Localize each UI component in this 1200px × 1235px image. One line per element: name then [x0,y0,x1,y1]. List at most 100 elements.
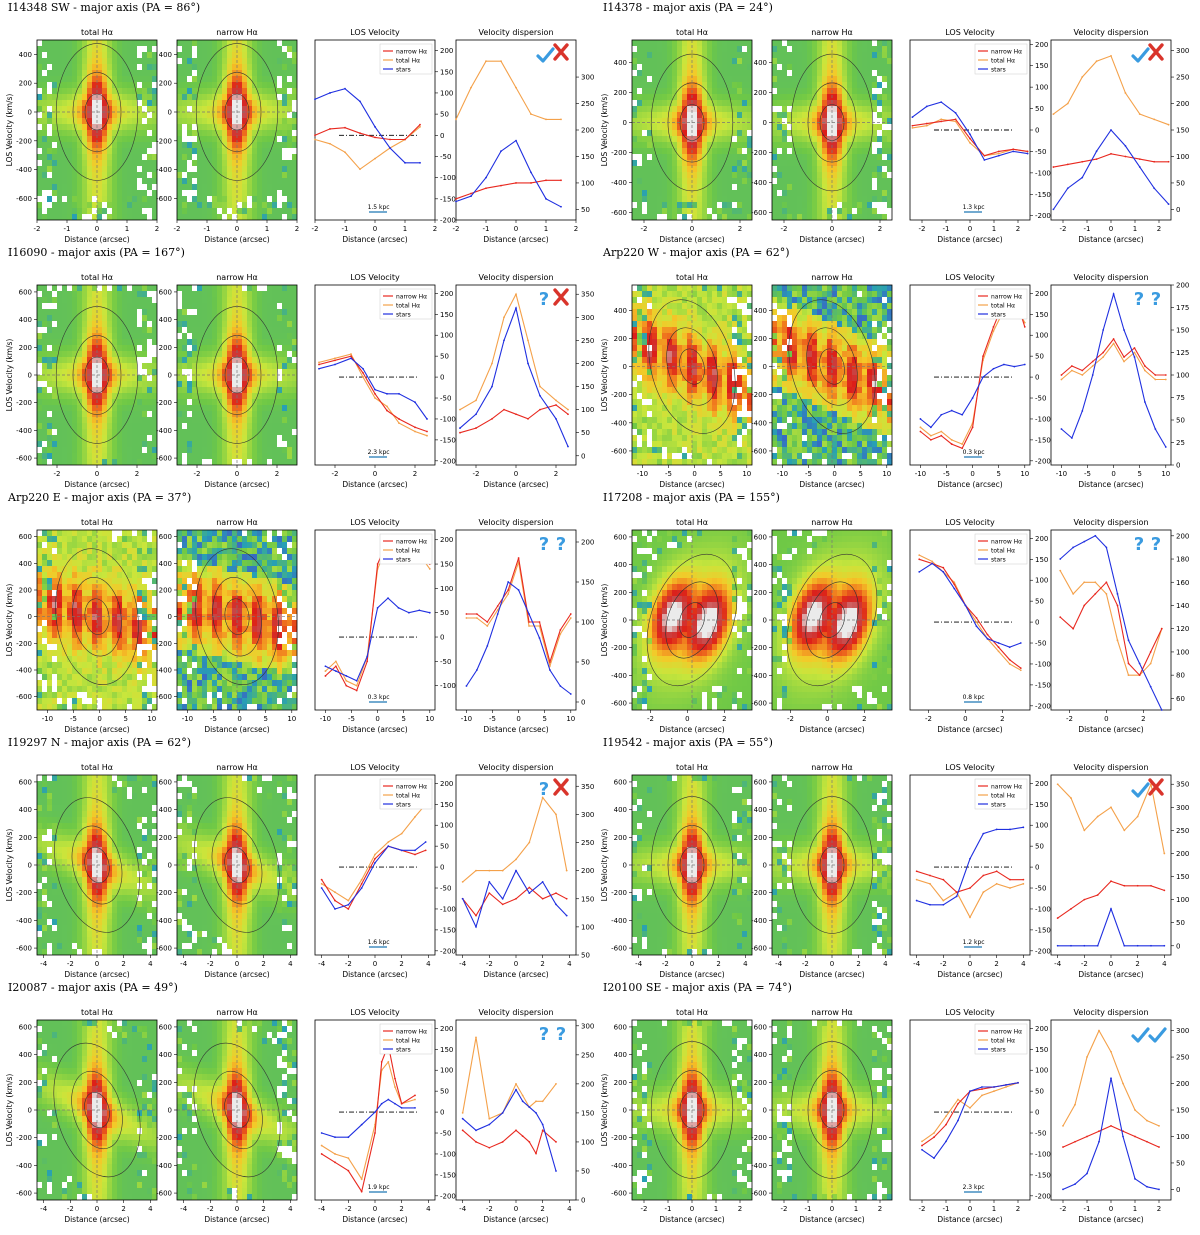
galaxy-0-pv0-pixel [117,58,123,65]
galaxy-0-pv0-pixel [137,142,143,149]
galaxy-2-pv0-pixel [142,417,148,424]
galaxy-1-los-narrow-point [984,155,986,157]
galaxy-0-pv1-pixel [197,142,203,149]
galaxy-0-pv0-pixel [72,58,78,65]
galaxy-1-pv1-pixel [772,214,778,221]
galaxy-2-pv1-pixel [257,309,263,316]
galaxy-1-pv0-pixel [657,148,663,155]
galaxy-1-pv0-pixel [742,100,748,107]
galaxy-0-pv0-pixel [107,64,113,71]
galaxy-1-pv1-pixel [777,88,783,95]
galaxy-1-pv0-pixel [637,136,643,143]
galaxy-2-pv0-pixel [107,285,113,292]
galaxy-0-pv0-pixel [97,178,103,185]
galaxy-0-pv0-pixel [42,70,48,77]
galaxy-0-pv1-pixel [237,166,243,173]
galaxy-3-pv0-pixel [642,411,648,418]
galaxy-2-pv1-pixel [202,393,208,400]
galaxy-1-pv1-pixel [872,184,878,191]
galaxy-1-pv0-pixel [652,214,658,221]
galaxy-0-pv1-pixel [267,172,273,179]
galaxy-2-pv0-pixel [137,285,143,292]
galaxy-1-pv0-pixel [677,136,683,143]
galaxy-2-pv0-pixel [52,459,58,466]
galaxy-2-pv1-pixel [217,315,223,322]
galaxy-2-pv0-pixel [137,327,143,334]
galaxy-0-pv1-pixel [197,52,203,59]
galaxy-1-pv0-pixel [642,124,648,131]
galaxy-0-pv0-pixel [142,208,148,215]
galaxy-1-pv0-pixel [662,154,668,161]
galaxy-1-pv0-pixel [647,154,653,161]
galaxy-2-pv1-pixel [182,303,188,310]
galaxy-2-pv0-pixel [42,345,48,352]
galaxy-0-pv1-pixel [282,190,288,197]
galaxy-2-pv1-pixel [197,417,203,424]
galaxy-0-pv1-pixel [202,142,208,149]
galaxy-2-pv1-pixel [182,309,188,316]
galaxy-1-pv1-pixel [832,106,838,113]
galaxy-1-pv1-pixel [872,82,878,89]
galaxy-0-pv1-pixel [187,124,193,131]
galaxy-1-pv0-pixel [702,106,708,113]
galaxy-0-pv1-pixel [272,52,278,59]
galaxy-2-pv1-pixel [262,333,268,340]
galaxy-1-pv0-pixel [667,208,673,215]
galaxy-2-pv0-pixel [47,327,53,334]
galaxy-0-pv1-pixel [257,154,263,161]
galaxy-0-pv0-pixel [77,118,83,125]
galaxy-0-pv1-pixel [257,178,263,185]
galaxy-0-pv0-pixel [62,112,68,119]
galaxy-1-pv1-pixel [777,214,783,221]
galaxy-0-pv1-pixel [237,202,243,209]
galaxy-1-pv1-pixel [862,142,868,149]
galaxy-3-panel-title: total Hα [676,273,708,282]
galaxy-1-pv1-pixel [837,202,843,209]
galaxy-1-pv0-pixel [647,76,653,83]
galaxy-2-pv1-pixel [282,357,288,364]
galaxy-2-disp-xlabel: Distance (arcsec) [483,480,548,489]
galaxy-0-pv1-pixel [207,172,213,179]
galaxy-3-pv0-pixel [637,387,643,394]
galaxy-0-pv0-pixel [72,64,78,71]
galaxy-1-pv0-pixel [642,196,648,203]
galaxy-0-pv0-pixel [52,130,58,137]
galaxy-2-pv1-pixel [252,357,258,364]
galaxy-3-pv0-pixel [642,423,648,430]
galaxy-1-pv0-pixel [742,76,748,83]
galaxy-2-pv1-pixel [287,321,293,328]
galaxy-0-pv0-pixel [57,208,63,215]
galaxy-1-disp-stars-point [1081,177,1083,179]
galaxy-0-pv1-pixel [247,52,253,59]
galaxy-2-pv0-pixel [112,315,118,322]
galaxy-0-pv1-pixel [217,58,223,65]
galaxy-0-pv1-pixel [287,82,293,89]
galaxy-0-pv0-pixel [47,82,53,89]
galaxy-1-pv1-pixel [787,58,793,65]
galaxy-1-pv1-pixel [832,58,838,65]
galaxy-2-pv1-pixel [267,363,273,370]
galaxy-1-pv1-pixel [822,208,828,215]
galaxy-1-pv0-pixel [742,142,748,149]
galaxy-2-pv0-pixel [52,447,58,454]
galaxy-1-pv0-pixel [682,82,688,89]
galaxy-1-pv1-pixel [882,214,888,221]
galaxy-0-pv1-pixel [197,112,203,119]
galaxy-2-pv1-pixel [252,417,258,424]
galaxy-1-pv1-pixel [792,184,798,191]
galaxy-1-pv1-pixel [772,154,778,161]
galaxy-2-pv0-pixel [132,321,138,328]
galaxy-0-pv0-pixel [42,130,48,137]
galaxy-2-pv0-pixel [67,387,73,394]
galaxy-0-pv0-pixel [42,112,48,119]
galaxy-3-pv0-pixel [637,333,643,340]
galaxy-1-disp-total-line [1053,56,1168,125]
galaxy-1-pv1-pixel [797,58,803,65]
galaxy-1-pv1-pixel [882,208,888,215]
galaxy-0-pv0-pixel [82,214,88,221]
galaxy-1-los-total-point [969,142,971,144]
galaxy-1-pv1-pixel [797,118,803,125]
galaxy-2-pv1-pixel [262,459,268,466]
galaxy-0-pv1-pixel [192,70,198,77]
galaxy-0-pv0-pixel [62,40,68,47]
